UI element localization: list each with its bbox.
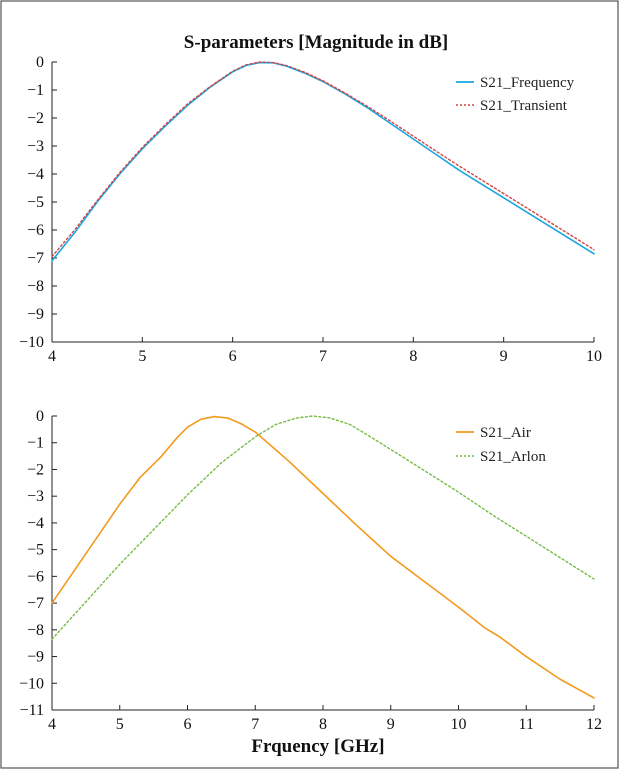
top-y-tick-label: −4 [27,166,44,183]
legend-label-s21-air: S21_Air [480,425,531,441]
bottom-x-tick-label: 7 [251,716,259,733]
bottom-y-tick-label: −4 [27,515,44,532]
legend-label-s21-arlon: S21_Arlon [480,449,546,465]
bottom-y-tick-label: −11 [20,702,44,719]
bottom-y-tick-label: −10 [19,675,44,692]
top-y-tick-label: −1 [27,82,44,99]
top-x-tick-label: 10 [586,348,602,365]
top-x-tick-label: 9 [500,348,508,365]
series-line-s21-arlon [51,415,595,640]
bottom-chart: 0 −1 −2 −3 −4 −5 −6 −7 −8 −9 −10 −114 5 6 7 8 9 10 11 12 [19,408,602,733]
top-y-tick-label: −2 [27,110,44,127]
bottom-x-tick-label: 4 [48,716,56,733]
bottom-x-tick-label: 8 [319,716,327,733]
top-y-tick-label: −3 [27,138,44,155]
legend-label-s21-frequency: S21_Frequency [480,75,575,91]
series-line-s21-transient [51,61,595,258]
bottom-y-tick-label: −9 [27,649,44,666]
bottom-x-tick-label: 9 [387,716,395,733]
top-x-tick-label: 5 [138,348,146,365]
top-x-tick-label: 6 [229,348,237,365]
series-line-s21-air [51,415,595,699]
top-y-tick-label: −8 [27,278,44,295]
bottom-y-tick-label: −3 [27,488,44,505]
bottom-x-tick-label: 6 [184,716,192,733]
legend-label-s21-transient: S21_Transient [480,98,568,114]
bottom-chart-xlabel: Frquency [GHz] [251,736,384,757]
bottom-x-tick-label: 12 [586,716,602,733]
bottom-x-tick-label: 11 [519,716,534,733]
top-chart: 0 −1 −2 −3 −4 −5 −6 −7 −8 −9 −104 5 6 7 8 9 10 [19,54,602,365]
series-line-s21-frequency [51,61,595,262]
top-y-tick-label: −9 [27,306,44,323]
top-y-tick-label: −10 [19,334,44,351]
top-y-tick-label: −6 [27,222,44,239]
top-x-tick-label: 8 [409,348,417,365]
top-chart-title: S-parameters [Magnitude in dB] [184,32,448,53]
top-x-tick-label: 7 [319,348,327,365]
bottom-x-tick-label: 10 [451,716,467,733]
bottom-y-tick-label: −2 [27,461,44,478]
bottom-y-tick-label: −8 [27,622,44,639]
top-y-tick-label: −7 [27,250,44,267]
bottom-y-tick-label: 0 [36,408,44,425]
bottom-y-tick-label: −7 [27,595,44,612]
top-y-tick-label: −5 [27,194,44,211]
top-x-tick-label: 4 [48,348,56,365]
bottom-y-tick-label: −1 [27,435,44,452]
top-y-tick-label: 0 [36,54,44,71]
bottom-x-tick-label: 5 [116,716,124,733]
bottom-y-tick-label: −5 [27,542,44,559]
bottom-legend: S21_Air S21_Arlon [456,425,546,465]
bottom-y-tick-label: −6 [27,568,44,585]
top-legend: S21_Frequency S21_Transient [456,75,575,114]
